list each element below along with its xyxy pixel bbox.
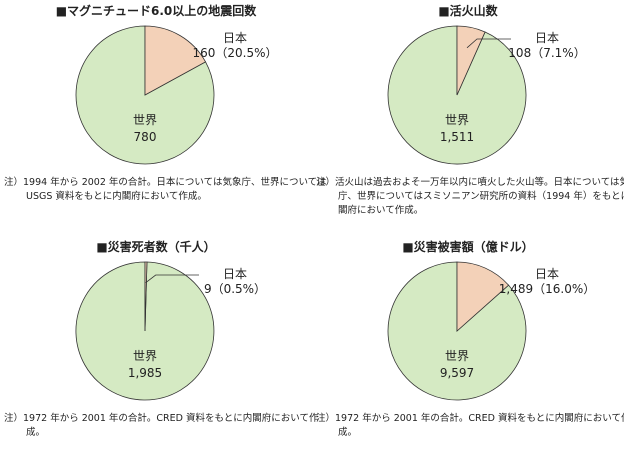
slice-label-japan: 日本 bbox=[535, 31, 559, 45]
chart-title: ■活火山数 bbox=[438, 4, 498, 18]
chart-note: 注）活火山は過去およそ一万年以内に噴火した火山等。日本については気象庁、世界につ… bbox=[316, 177, 624, 216]
chart-note: 注）1972 年から 2001 年の合計。CRED 資料をもとに内閣府において作… bbox=[4, 413, 319, 438]
pie-slice-world bbox=[75, 25, 215, 165]
chart-title: ■災害被害額（億ドル） bbox=[402, 240, 534, 254]
pie-slice-japan bbox=[456, 261, 510, 332]
slice-label-world: 世界 bbox=[133, 349, 157, 363]
slice-label-world: 世界 bbox=[133, 113, 157, 127]
slice-value-world: 1,985 bbox=[128, 366, 162, 380]
chart-panel-volcanoes: ■活火山数 日本 108（7.1%） 世界 1,511 注）活火山は過去およそ一万年以… bbox=[312, 0, 624, 235]
slice-value-japan: 160（20.5%） bbox=[192, 46, 277, 60]
chart-title: ■マグニチュード6.0以上の地震回数 bbox=[55, 4, 257, 18]
slice-label-world: 世界 bbox=[445, 349, 469, 363]
chart-note: 注）1972 年から 2001 年の合計。CRED 資料をもとに内閣府において作… bbox=[316, 413, 624, 438]
slice-label-japan: 日本 bbox=[223, 31, 247, 45]
slice-label-japan: 日本 bbox=[535, 267, 559, 281]
slice-label-world: 世界 bbox=[445, 113, 469, 127]
slice-value-japan: 108（7.1%） bbox=[508, 46, 585, 60]
japan-leader-line bbox=[466, 38, 511, 49]
slice-value-world: 1,511 bbox=[440, 130, 474, 144]
slice-value-japan: 1,489（16.0%） bbox=[499, 282, 595, 296]
slice-value-japan: 9（0.5%） bbox=[204, 282, 266, 296]
japan-leader-line bbox=[145, 274, 199, 284]
slice-value-world: 780 bbox=[134, 130, 157, 144]
chart-note: 注）1994 年から 2002 年の合計。日本については気象庁、世界についてはU… bbox=[4, 177, 327, 202]
pie-slice-japan bbox=[456, 25, 486, 96]
slice-value-world: 9,597 bbox=[440, 366, 474, 380]
pie-chart: 日本9（0.5%） 世界 1,985 bbox=[75, 261, 266, 401]
chart-panel-earthquakes: ■マグニチュード6.0以上の地震回数 日本 160（20.5%） 世界 780 注）1… bbox=[0, 0, 326, 235]
pie-slice-japan bbox=[144, 25, 207, 96]
chart-title: ■災害死者数（千人） bbox=[96, 240, 216, 254]
chart-panel-disaster-damage: ■災害被害額（億ドル） 日本 1,489（16.0%） 世界 9,597 注）1972… bbox=[312, 236, 624, 471]
pie-chart: 日本1,489（16.0%） 世界 9,597 bbox=[387, 261, 595, 401]
chart-panel-disaster-deaths: ■災害死者数（千人） 日本 9（0.5%） 世界 1,985 注）1972 年から 2… bbox=[0, 236, 319, 471]
slice-label-japan: 日本 bbox=[223, 267, 247, 281]
pie-slice-japan bbox=[144, 261, 148, 332]
